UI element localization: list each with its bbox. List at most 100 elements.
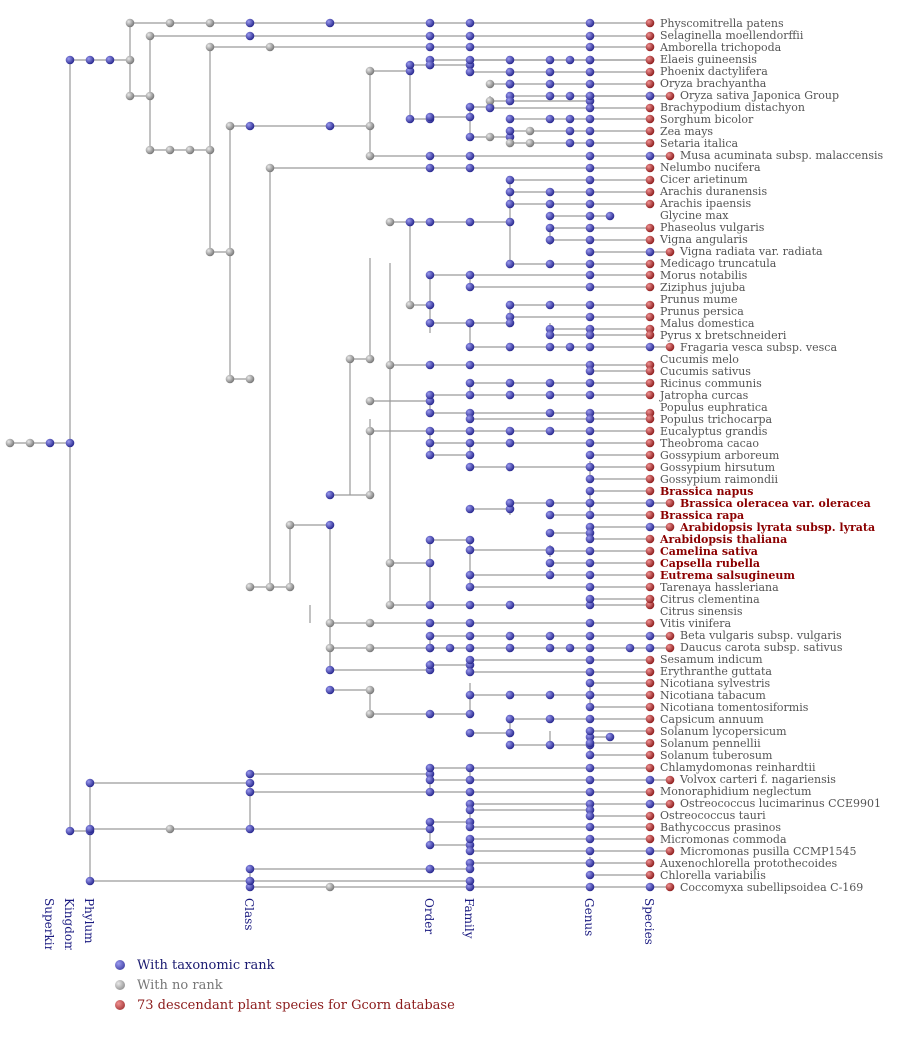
rank-node: [465, 462, 475, 472]
species-label: Chlamydomonas reinhardtii: [660, 761, 816, 774]
rank-node: [585, 199, 595, 209]
species-label: Nicotiana tomentosiformis: [660, 701, 809, 714]
species-label: Monoraphidium neglectum: [660, 785, 812, 798]
legend-norank-label: With no rank: [137, 977, 223, 993]
species-label: Pyrus x bretschneideri: [660, 329, 787, 342]
rank-node: [585, 187, 595, 197]
rank-node: [645, 247, 655, 257]
species-label: Eutrema salsugineum: [660, 569, 795, 582]
rank-node: [545, 91, 555, 101]
rank-node: [585, 438, 595, 448]
norank-node: [165, 824, 175, 834]
rank-node: [505, 504, 515, 514]
species-label: Capsella rubella: [660, 557, 760, 570]
legend-species: 73 descendant plant species for Gcorn da…: [110, 995, 455, 1015]
species-label: Prunus persica: [660, 305, 744, 318]
rank-node: [465, 132, 475, 142]
rank-node: [405, 217, 415, 227]
species-node: [645, 582, 655, 592]
rank-node: [505, 690, 515, 700]
rank-node: [465, 864, 475, 874]
rank-node: [585, 223, 595, 233]
rank-node: [505, 390, 515, 400]
rank-species-label: Species: [642, 898, 656, 945]
species-node: [645, 534, 655, 544]
species-label: Citrus clementina: [660, 593, 760, 606]
rank-node: [545, 631, 555, 641]
rank-node: [585, 31, 595, 41]
rank-node: [425, 817, 435, 827]
norank-node: [185, 145, 195, 155]
species-node: [645, 282, 655, 292]
species-label: Vigna radiata var. radiata: [679, 245, 823, 258]
species-node: [645, 618, 655, 628]
rank-node: [585, 787, 595, 797]
norank-node: [365, 66, 375, 76]
rank-node: [325, 685, 335, 695]
species-node: [665, 882, 675, 892]
species-node: [645, 787, 655, 797]
norank-node: [145, 31, 155, 41]
rank-node: [545, 211, 555, 221]
rank-node: [565, 138, 575, 148]
rank-node: [465, 545, 475, 555]
rank-node: [585, 799, 595, 809]
rank-node: [425, 163, 435, 173]
rank-node: [425, 450, 435, 460]
rank-node: [585, 775, 595, 785]
rank-node: [585, 426, 595, 436]
rank-node: [245, 778, 255, 788]
rank-node: [585, 498, 595, 508]
legend-rank: With taxonomic rank: [110, 955, 455, 975]
species-node: [645, 546, 655, 556]
rank-node: [465, 582, 475, 592]
species-node: [645, 462, 655, 472]
norank-node: [365, 643, 375, 653]
rank-node: [45, 438, 55, 448]
rank-node: [245, 121, 255, 131]
rank-node: [485, 103, 495, 113]
rank-node: [585, 42, 595, 52]
rank-node: [545, 510, 555, 520]
rank-node: [505, 187, 515, 197]
legend-species-label: 73 descendant plant species for Gcorn da…: [137, 997, 455, 1013]
rank-node: [585, 235, 595, 245]
rank-node: [425, 660, 435, 670]
species-label: Morus notabilis: [660, 269, 748, 282]
species-label: Solanum pennellii: [660, 737, 761, 750]
rank-node: [545, 558, 555, 568]
rank-node: [545, 498, 555, 508]
rank-node: [425, 396, 435, 406]
species-node: [645, 126, 655, 136]
species-node: [645, 486, 655, 496]
rank-node: [585, 312, 595, 322]
rank-node: [645, 498, 655, 508]
rank-node: [465, 763, 475, 773]
rank-node: [585, 582, 595, 592]
rank-node: [505, 740, 515, 750]
rank-node: [465, 414, 475, 424]
norank-node: [365, 709, 375, 719]
species-label: Ricinus communis: [660, 377, 762, 390]
species-label: Erythranthe guttata: [660, 665, 772, 678]
norank-node: [325, 882, 335, 892]
rank-node: [245, 18, 255, 28]
species-node: [645, 79, 655, 89]
rank-node: [465, 846, 475, 856]
rank-node: [545, 528, 555, 538]
rank-node: [585, 18, 595, 28]
rank-node: [465, 408, 475, 418]
rank-node: [465, 709, 475, 719]
norank-node: [165, 145, 175, 155]
rank-class-label: Class: [242, 898, 256, 931]
species-label: Auxenochlorella protothecoides: [659, 857, 838, 870]
norank-node: [285, 582, 295, 592]
species-label: Eucalyptus grandis: [660, 425, 768, 438]
rank-node: [585, 600, 595, 610]
rank-node: [325, 18, 335, 28]
norank-node: [225, 374, 235, 384]
rank-node: [425, 42, 435, 52]
species-label: Bathycoccus prasinos: [660, 821, 781, 834]
rank-node: [545, 67, 555, 77]
